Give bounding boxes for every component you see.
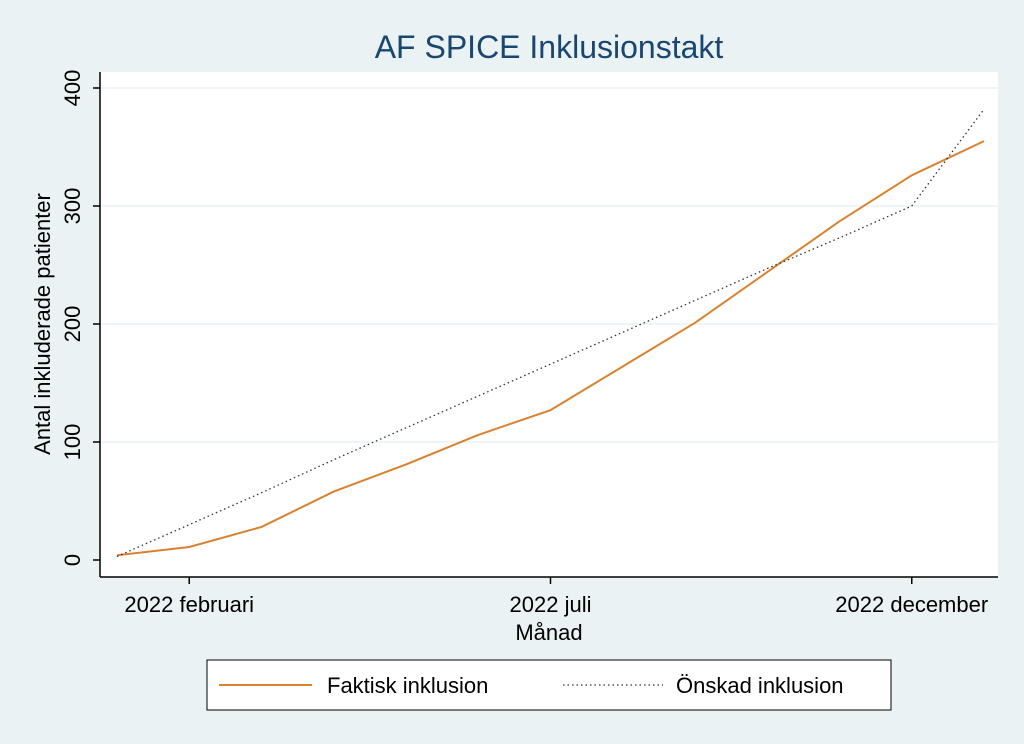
- legend: Faktisk inklusion Önskad inklusion: [206, 659, 892, 711]
- x-tick-label: 2022 december: [835, 592, 988, 617]
- legend-label-faktisk: Faktisk inklusion: [327, 673, 488, 698]
- chart-title: AF SPICE Inklusionstakt: [375, 29, 724, 65]
- tick-labels: 0 100 200 300 400 2022 februari 2022 juli 2022 …: [60, 70, 988, 617]
- series-lines: [116, 108, 985, 558]
- y-tick-label: 0: [60, 554, 85, 566]
- x-tick-label: 2022 juli: [510, 592, 592, 617]
- series-line-onskad: [116, 108, 985, 558]
- y-axis-label: Antal inkluderade patienter: [30, 193, 55, 455]
- y-tick-label: 300: [60, 188, 85, 225]
- x-axis-label: Månad: [515, 620, 582, 645]
- series-line-faktisk: [116, 140, 985, 557]
- legend-label-onskad: Önskad inklusion: [676, 673, 844, 698]
- gridlines: [100, 87, 998, 443]
- y-tick-label: 100: [60, 424, 85, 461]
- y-tick-label: 400: [60, 70, 85, 107]
- legend-box: [206, 659, 892, 711]
- y-tick-label: 200: [60, 306, 85, 343]
- x-tick-label: 2022 februari: [124, 592, 254, 617]
- axes: [93, 72, 998, 584]
